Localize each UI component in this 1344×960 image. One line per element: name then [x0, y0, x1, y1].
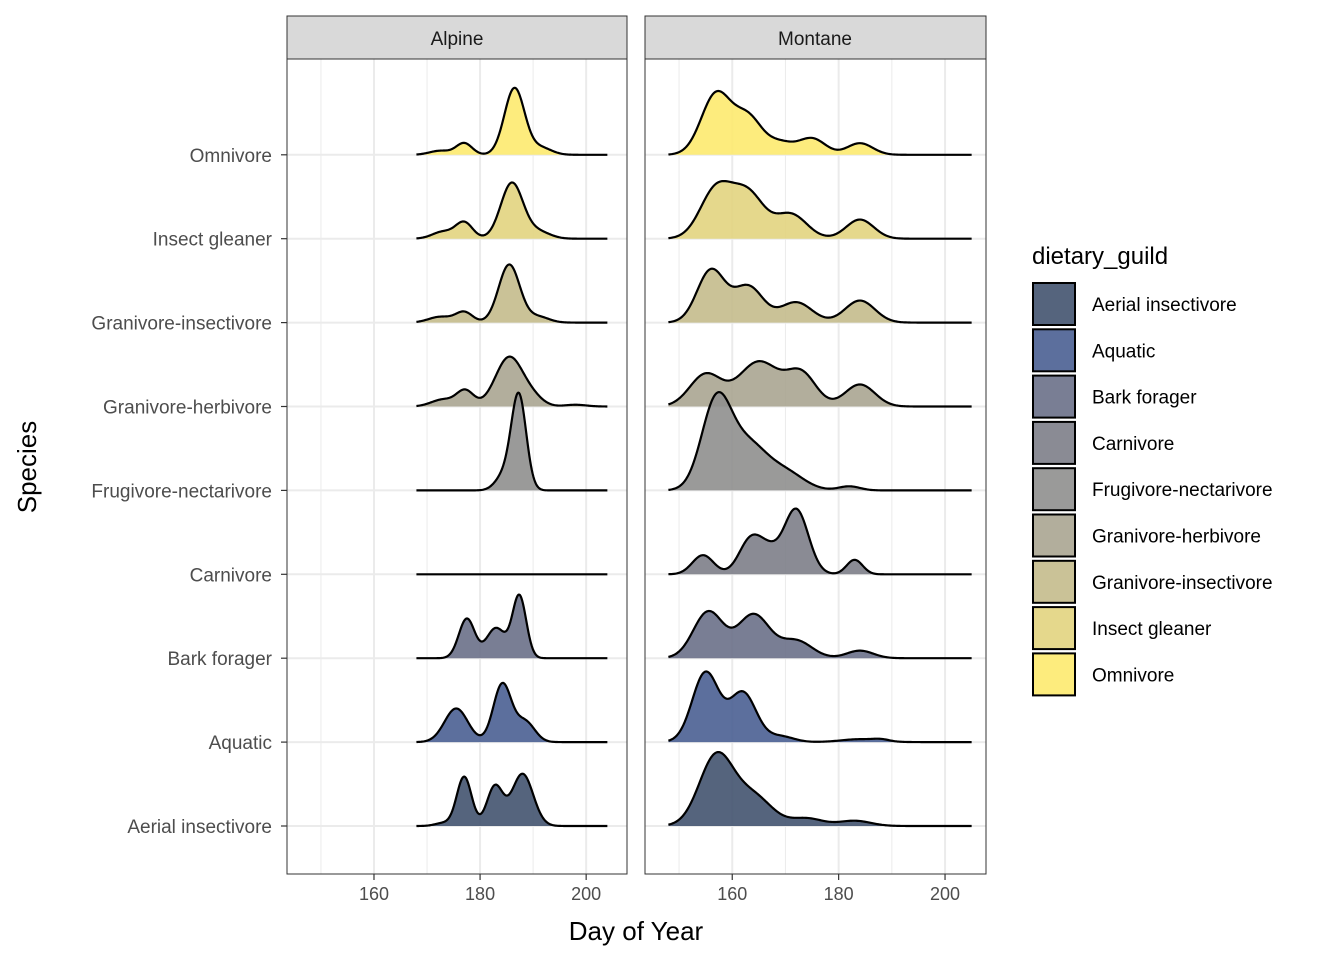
legend-label-granivore-herbivore: Granivore-herbivore — [1092, 527, 1261, 548]
plot-area-alpine — [287, 59, 627, 874]
ridge-fill-granivore-insectivore — [416, 264, 608, 323]
ridge-fill-granivore-herbivore — [416, 356, 608, 407]
x-tick-label: 200 — [571, 884, 601, 904]
ridge-fill-insect-gleaner — [416, 182, 608, 239]
legend-label-granivore-insectivore: Granivore-insectivore — [1092, 573, 1273, 594]
legend-title: dietary_guild — [1032, 243, 1168, 270]
ridge-fill-aquatic — [416, 682, 608, 743]
y-tick-label-carnivore: Carnivore — [190, 565, 272, 586]
y-tick-label-insect-gleaner: Insect gleaner — [153, 230, 273, 251]
ridge-line-bark-forager — [416, 593, 608, 660]
x-tick-label: 180 — [465, 884, 495, 904]
strip-alpine — [286, 15, 628, 60]
legend-key-bark-forager — [1032, 374, 1076, 419]
y-tick-label-aerial-insectivore: Aerial insectivore — [127, 817, 272, 838]
ridge-line-insect-gleaner — [416, 181, 608, 240]
ridge-fill-aerial-insectivore — [668, 752, 972, 826]
ridge-line-frugivore-nectarivore — [668, 390, 972, 492]
legend-key-granivore-herbivore — [1032, 513, 1076, 558]
x-tick-label: 200 — [930, 884, 960, 904]
ridge-fill-carnivore — [668, 508, 972, 575]
y-tick-label-frugivore-nectarivore: Frugivore-nectarivore — [91, 481, 272, 502]
ridge-fill-omnivore — [668, 91, 972, 155]
legend-key-insect-gleaner — [1032, 606, 1076, 651]
ridges-montane — [668, 89, 972, 828]
y-tick-label-aquatic: Aquatic — [209, 733, 272, 754]
ridge-line-carnivore — [668, 507, 972, 576]
panel-alpine: Alpine 160 180 200 — [286, 15, 628, 904]
ridge-fill-omnivore — [416, 87, 608, 155]
legend-label-frugivore-nectarivore: Frugivore-nectarivore — [1092, 480, 1273, 501]
ridge-fill-bark-forager — [416, 594, 608, 659]
panel-border-alpine — [286, 58, 628, 875]
ridge-fill-bark-forager — [668, 610, 972, 659]
ridge-line-aquatic — [416, 681, 608, 744]
legend-label-insect-gleaner: Insect gleaner — [1092, 619, 1212, 640]
ridge-line-granivore-herbivore — [668, 360, 972, 408]
legend-key-omnivore — [1032, 652, 1076, 697]
legend-key-aquatic — [1032, 328, 1076, 373]
legend-label-carnivore: Carnivore — [1092, 434, 1174, 455]
panel-border-montane — [644, 58, 987, 875]
ridge-line-insect-gleaner — [668, 179, 972, 240]
ridge-fill-aquatic — [668, 671, 972, 743]
y-tick-label-granivore-herbivore: Granivore-herbivore — [103, 398, 272, 419]
ridge-line-granivore-insectivore — [668, 267, 972, 324]
ridge-line-aquatic — [668, 670, 972, 744]
legend: dietary_guild Aerial insectivore Aquatic B… — [1032, 243, 1273, 697]
y-axis-title: Species — [12, 421, 42, 514]
x-tick-label: 160 — [717, 884, 747, 904]
strip-label-montane: Montane — [778, 29, 852, 50]
legend-key-aerial-insectivore — [1032, 282, 1076, 326]
legend-key-granivore-insectivore — [1032, 559, 1076, 604]
y-tick-label-omnivore: Omnivore — [190, 146, 272, 167]
ridge-line-aerial-insectivore — [416, 772, 608, 828]
y-tick-label-bark-forager: Bark forager — [167, 649, 272, 670]
legend-key-frugivore-nectarivore — [1032, 467, 1076, 512]
y-axis: Aerial insectivore Aquatic Bark forager Car… — [91, 146, 287, 838]
x-ticks-montane: 160 180 200 — [717, 874, 960, 904]
ridge-line-aerial-insectivore — [668, 750, 972, 828]
x-ticks-alpine: 160 180 200 — [359, 874, 601, 904]
ridge-fill-frugivore-nectarivore — [668, 392, 972, 491]
ridge-fill-insect-gleaner — [668, 181, 972, 239]
strip-label-alpine: Alpine — [431, 29, 484, 50]
x-axis-title: Day of Year — [569, 916, 704, 946]
legend-items: Aerial insectivore Aquatic Bark forager Car… — [1032, 282, 1273, 697]
ridge-fill-granivore-herbivore — [668, 361, 972, 407]
y-tick-label-granivore-insectivore: Granivore-insectivore — [91, 314, 272, 335]
ridge-fill-aerial-insectivore — [416, 773, 608, 826]
strip-montane — [644, 15, 987, 60]
legend-key-carnivore — [1032, 420, 1076, 465]
ridge-line-bark-forager — [668, 609, 972, 660]
legend-label-aerial-insectivore: Aerial insectivore — [1092, 295, 1237, 316]
ridge-line-granivore-herbivore — [416, 355, 608, 408]
ridge-line-granivore-insectivore — [416, 263, 608, 324]
legend-label-omnivore: Omnivore — [1092, 665, 1174, 686]
ridge-line-frugivore-nectarivore — [416, 391, 608, 492]
ridges-alpine — [416, 86, 608, 828]
legend-label-aquatic: Aquatic — [1092, 341, 1155, 362]
x-tick-label: 160 — [359, 884, 389, 904]
legend-label-bark-forager: Bark forager — [1092, 388, 1197, 409]
ridge-line-omnivore — [668, 89, 972, 156]
ridge-fill-granivore-insectivore — [668, 268, 972, 323]
panel-montane: Montane 160 180 200 — [644, 15, 987, 904]
ridge-fill-frugivore-nectarivore — [416, 392, 608, 491]
ridge-line-omnivore — [416, 86, 608, 156]
x-tick-label: 180 — [824, 884, 854, 904]
